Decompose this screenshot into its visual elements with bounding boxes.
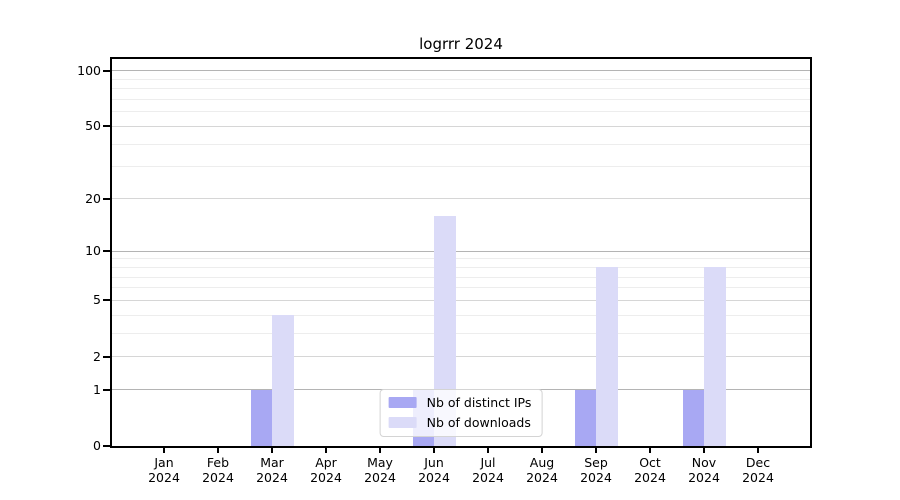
bar-downloads-nov [704, 267, 726, 446]
y-tick-label: 0 [93, 438, 101, 453]
x-tick-year: 2024 [688, 470, 720, 485]
x-tick-year: 2024 [418, 470, 450, 485]
x-tick-month: Nov [691, 455, 717, 470]
y-tick-mark [103, 250, 110, 253]
bar-distinct-ips-mar [250, 389, 272, 446]
major-gridline [112, 356, 810, 358]
y-tick-mark [103, 445, 110, 447]
x-tick-month: Feb [206, 455, 230, 470]
minor-gridline [112, 143, 810, 145]
y-tick-label: 20 [85, 190, 101, 206]
x-tick-mark [595, 448, 597, 453]
x-tick-label: Sep 2024 [569, 455, 623, 485]
bar-distinct-ips-nov [682, 389, 704, 446]
x-tick-label: Aug 2024 [515, 455, 569, 485]
y-tick-label: 2 [93, 348, 101, 364]
minor-gridline [112, 88, 810, 90]
y-tick-mark [103, 299, 110, 302]
x-tick-year: 2024 [202, 470, 234, 485]
x-tick-month: Oct [639, 455, 661, 470]
x-tick-label: Mar 2024 [245, 455, 299, 485]
x-tick-year: 2024 [310, 470, 342, 485]
minor-gridline [112, 166, 810, 168]
x-tick-year: 2024 [580, 470, 612, 485]
x-tick-label: Apr 2024 [299, 455, 353, 485]
x-tick-label: Nov 2024 [677, 455, 731, 485]
bar-distinct-ips-sep [574, 389, 596, 446]
x-tick-label: May 2024 [353, 455, 407, 485]
minor-gridline [112, 332, 810, 334]
x-tick-mark [649, 448, 651, 453]
bar-downloads-jun [434, 215, 456, 446]
y-tick-mark [103, 125, 110, 128]
major-gridline [112, 70, 810, 72]
major-gridline [112, 250, 810, 252]
x-tick-mark [325, 448, 327, 453]
y-tick-label: 50 [85, 118, 101, 134]
legend-swatch-distinct-ips [388, 397, 417, 408]
x-tick-mark [541, 448, 543, 453]
x-tick-month: Mar [260, 455, 284, 470]
minor-gridline [112, 78, 810, 80]
x-tick-label: Jan 2024 [137, 455, 191, 485]
minor-gridline [112, 99, 810, 101]
legend-swatch-downloads [388, 417, 417, 428]
y-tick-label: 100 [77, 62, 101, 78]
y-tick-label: 1 [93, 381, 101, 397]
x-tick-label: Dec 2024 [731, 455, 785, 485]
bar-downloads-mar [272, 315, 294, 446]
major-gridline [112, 198, 810, 200]
x-tick-label: Jun 2024 [407, 455, 461, 485]
x-tick-mark [163, 448, 165, 453]
x-tick-month: Dec [745, 455, 771, 470]
x-tick-mark [217, 448, 219, 453]
legend-entry: Nb of distinct IPs [388, 395, 532, 410]
y-tick-mark [103, 197, 110, 200]
minor-gridline [112, 111, 810, 113]
x-tick-month: Jun [424, 455, 444, 470]
y-tick-label: 5 [93, 292, 101, 308]
x-tick-month: Aug [529, 455, 555, 470]
legend-entry: Nb of downloads [388, 415, 532, 430]
major-gridline [112, 125, 810, 127]
x-tick-month: May [367, 455, 393, 470]
y-tick-mark [103, 69, 110, 72]
x-tick-month: Sep [584, 455, 608, 470]
legend-label: Nb of downloads [426, 415, 531, 430]
chart-title: logrrr 2024 [419, 35, 503, 53]
x-tick-label: Jul 2024 [461, 455, 515, 485]
x-tick-year: 2024 [472, 470, 504, 485]
plot-area: 0 1 2 5 10 20 50 100 Jan 2024 Feb 2024 Mar 2024 Apr 202… [77, 59, 810, 485]
x-tick-year: 2024 [634, 470, 666, 485]
x-tick-month: Apr [315, 455, 337, 470]
x-tick-mark [757, 448, 759, 453]
y-tick-mark [103, 388, 110, 391]
minor-gridline [112, 266, 810, 268]
y-tick-mark [103, 355, 110, 358]
x-tick-mark [703, 448, 705, 453]
bar-downloads-sep [596, 267, 618, 446]
x-tick-month: Jul [480, 455, 496, 470]
x-tick-mark [271, 448, 273, 453]
x-tick-label: Oct 2024 [623, 455, 677, 485]
minor-gridline [112, 287, 810, 289]
minor-gridline [112, 314, 810, 316]
x-tick-mark [433, 448, 435, 453]
major-gridline [112, 299, 810, 301]
x-tick-year: 2024 [364, 470, 396, 485]
x-tick-mark [487, 448, 489, 453]
x-tick-year: 2024 [256, 470, 288, 485]
x-tick-label: Feb 2024 [191, 455, 245, 485]
y-tick-label: 10 [85, 243, 101, 259]
x-tick-month: Jan [154, 455, 174, 470]
x-tick-year: 2024 [742, 470, 774, 485]
x-tick-year: 2024 [148, 470, 180, 485]
x-tick-year: 2024 [526, 470, 558, 485]
x-tick-mark [379, 448, 381, 453]
minor-gridline [112, 258, 810, 260]
legend-label: Nb of distinct IPs [426, 395, 532, 410]
legend: Nb of distinct IPs Nb of downloads [379, 389, 543, 437]
minor-gridline [112, 276, 810, 278]
